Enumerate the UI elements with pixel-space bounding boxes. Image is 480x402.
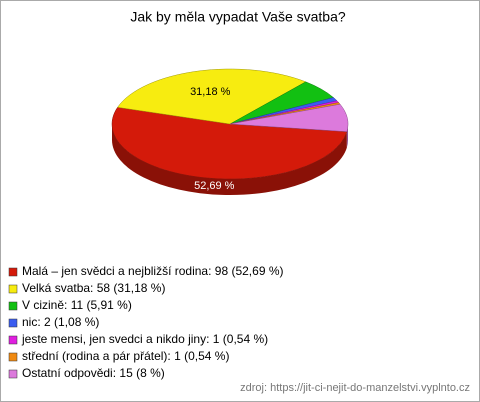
legend-swatch — [8, 369, 18, 379]
legend-entry: V cizině: 11 (5,91 %) — [22, 298, 132, 312]
legend-value: 11 (5,91 %) — [71, 298, 132, 312]
legend-entry: Malá – jen svědci a nejbližší rodina: 98… — [22, 264, 284, 278]
slice-side — [112, 124, 347, 195]
legend-label: střední (rodina a pár přátel): — [22, 349, 171, 363]
legend-label: jeste mensi, jen svedci a nikdo jiny: — [21, 332, 209, 346]
chart-title: Jak by měla vypadat Vaše svatba? — [130, 9, 346, 25]
legend-label: Malá – jen svědci a nejbližší rodina: — [22, 264, 211, 278]
slice — [229, 103, 349, 132]
source: zdroj: https://jit-ci-nejit-do-manzelstv… — [240, 382, 470, 394]
legend-swatch — [8, 267, 18, 277]
legend-swatch — [8, 301, 18, 311]
legend-value: 58 (31,18 %) — [97, 281, 166, 295]
legend-swatch — [8, 335, 18, 345]
legend-swatch — [8, 318, 18, 328]
legend-value: 1 (0,54 %) — [174, 349, 229, 363]
legend-label: V cizině: — [22, 298, 67, 312]
slice-side — [346, 124, 348, 148]
data-label: 52,69 % — [194, 180, 235, 192]
legend-entry: nic: 2 (1,08 %) — [22, 315, 99, 329]
slice — [111, 107, 348, 180]
legend-label: Velká svatba: — [22, 281, 93, 295]
legend-label: Ostatní odpovědi: — [22, 366, 116, 380]
legend-value: 2 (1,08 %) — [44, 315, 99, 329]
legend-entry: Velká svatba: 58 (31,18 %) — [22, 281, 165, 295]
legend-entry: střední (rodina a pár přátel): 1 (0,54 %… — [22, 349, 229, 363]
legend-swatch — [8, 284, 18, 294]
legend-swatch — [8, 352, 18, 362]
legend-value: 15 (8 %) — [119, 366, 164, 380]
slice — [117, 68, 307, 125]
legend-value: 1 (0,54 %) — [213, 332, 268, 346]
legend-entry: Ostatní odpovědi: 15 (8 %) — [22, 366, 165, 380]
data-label: 31,18 % — [190, 86, 231, 98]
legend-label: nic: — [22, 315, 41, 329]
legend-value: 98 (52,69 %) — [215, 264, 284, 278]
legend-entry: jeste mensi, jen svedci a nikdo jiny: 1 … — [21, 332, 268, 346]
